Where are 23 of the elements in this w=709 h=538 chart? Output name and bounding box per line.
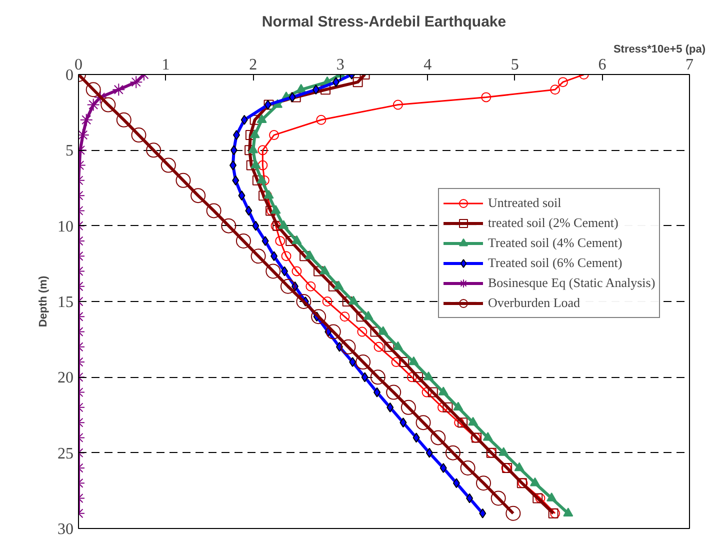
x-tick-label: 7 bbox=[686, 56, 694, 74]
y-tick-label: 20 bbox=[58, 370, 74, 387]
y-tick-label: 5 bbox=[66, 142, 74, 160]
x-tick-label: 4 bbox=[424, 56, 432, 74]
legend-label: Treated soil (4% Cement) bbox=[488, 235, 622, 251]
y-tick-label: 15 bbox=[58, 294, 74, 311]
legend-label: Untreated soil bbox=[488, 195, 562, 211]
x-tick-label: 2 bbox=[249, 56, 258, 74]
legend-label: Bosinesque Eq (Static Analysis) bbox=[488, 275, 656, 291]
y-axis-title: Depth (m) bbox=[38, 276, 50, 328]
legend-label: Overburden Load bbox=[488, 295, 580, 311]
y-tick-label: 25 bbox=[58, 445, 74, 462]
chart-title: Normal Stress-Ardebil Earthquake bbox=[262, 14, 506, 30]
x-tick-label: 6 bbox=[598, 56, 606, 74]
x-axis-title: Stress*10e+5 (pa) bbox=[613, 44, 706, 56]
y-tick-label: 30 bbox=[58, 521, 74, 538]
legend-label: treated soil (2% Cement) bbox=[488, 215, 618, 231]
y-tick-label: 0 bbox=[66, 67, 74, 84]
x-tick-label: 1 bbox=[162, 56, 170, 74]
legend-label: Treated soil (6% Cement) bbox=[488, 255, 622, 271]
x-tick-label: 5 bbox=[510, 56, 519, 74]
y-tick-label: 10 bbox=[58, 218, 74, 236]
x-tick-label: 3 bbox=[336, 56, 344, 74]
